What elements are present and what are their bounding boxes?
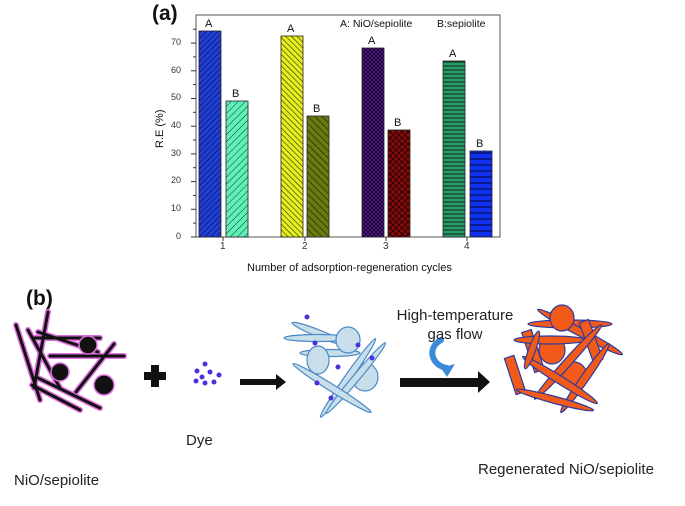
plus-icon	[144, 365, 166, 387]
bar-cycle3-nio	[361, 47, 385, 238]
adsorbed-dye-dots	[304, 314, 375, 401]
bar-letter: A	[205, 18, 213, 30]
panel-a-label: (a)	[152, 2, 178, 25]
dye-caption: Dye	[186, 432, 213, 449]
gas-flow-curved-arrow-icon	[429, 337, 455, 377]
gas-flow-caption-line2: gas flow	[427, 326, 483, 343]
bar-cycle1-sepiolite	[225, 100, 249, 238]
gas-flow-caption-line1: High-temperature	[396, 307, 514, 324]
dye-adsorbed-cluster-icon	[283, 321, 387, 418]
bar-letter: A	[368, 35, 376, 47]
gas-flow-caption: High-temperature gas flow	[370, 306, 540, 344]
regenerated-cluster-icon	[503, 304, 624, 414]
bar-letter: A	[449, 48, 457, 60]
bar-cycle1-nio	[198, 30, 222, 238]
bar-letter: B	[476, 138, 484, 150]
y-axis-title: R.E (%)	[154, 109, 166, 149]
arrow-right-icon	[240, 374, 286, 390]
nio-sepiolite-cluster-icon	[13, 309, 127, 413]
y-axis-ticks	[191, 28, 196, 238]
legend-nio: A: NiO/sepiolite	[340, 18, 413, 30]
x-axis-ticks	[222, 237, 468, 241]
legend-sepiolite: B:sepiolite	[437, 18, 486, 30]
x-tick-label: 3	[383, 241, 389, 252]
y-tick-label: 40	[171, 120, 182, 130]
bar-letter: A	[287, 23, 295, 35]
bar-cycle3-sepiolite	[387, 129, 411, 238]
nio-sepiolite-caption: NiO/sepiolite	[14, 472, 100, 489]
bar-letter: B	[232, 88, 240, 100]
x-tick-label: 4	[464, 241, 470, 252]
bar-cycle2-sepiolite	[306, 115, 330, 238]
x-tick-label: 2	[302, 241, 308, 252]
panel-b-label: (b)	[26, 287, 53, 310]
dye-dots-icon	[193, 361, 222, 386]
x-axis-title: Number of adsorption-regeneration cycles	[247, 262, 452, 274]
y-tick-label: 50	[171, 92, 182, 102]
x-tick-label: 1	[220, 241, 226, 252]
bar-cycle2-nio	[280, 35, 304, 238]
y-tick-label: 0	[176, 231, 182, 241]
y-tick-label: 10	[171, 203, 182, 213]
bar-cycle4-nio	[442, 60, 466, 238]
regeneration-schematic	[13, 304, 624, 418]
regenerated-caption: Regenerated NiO/sepiolite	[478, 461, 654, 478]
y-tick-label: 30	[171, 148, 182, 158]
y-tick-label: 70	[171, 37, 182, 47]
bar-letter: B	[313, 103, 321, 115]
bar-chart	[191, 14, 501, 241]
bar-letter: B	[394, 117, 402, 129]
arrow-right-icon	[400, 371, 490, 393]
bar-cycle4-sepiolite	[469, 150, 493, 238]
y-tick-label: 20	[171, 175, 182, 185]
y-tick-label: 60	[171, 65, 182, 75]
